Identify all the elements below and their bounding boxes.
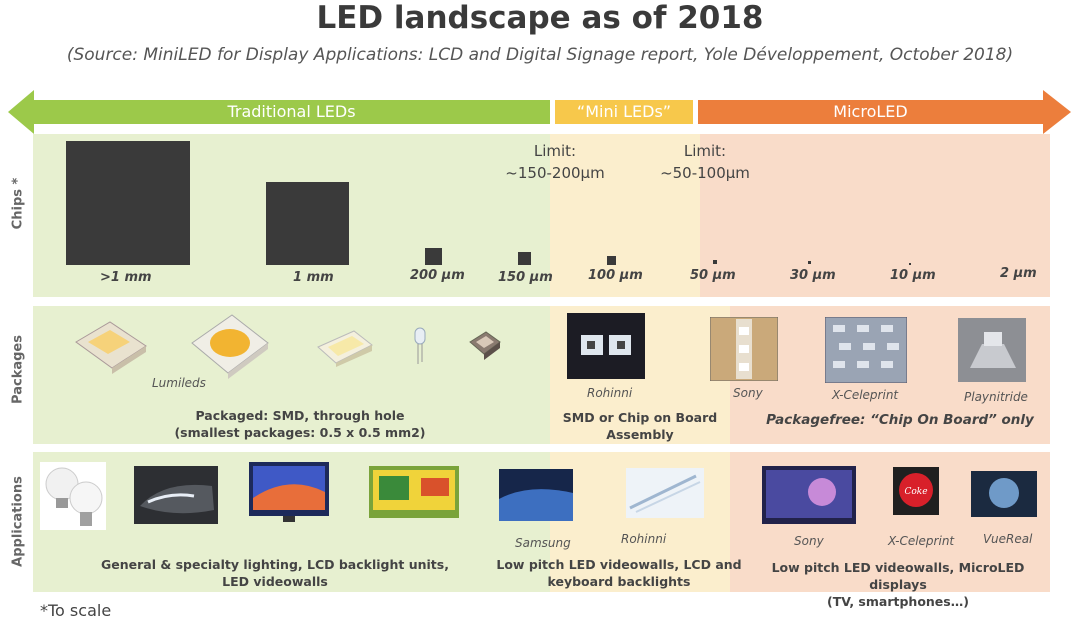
band-traditional-leds: Traditional LEDs — [33, 100, 550, 124]
playnitride-package-image — [958, 318, 1026, 382]
chip-gt-1mm — [66, 141, 190, 265]
samsung-videowall-image — [499, 469, 573, 521]
applications-caption-micro: Low pitch LED videowalls, MicroLED displ… — [771, 560, 1025, 609]
rohinni-keyboard-image — [626, 468, 704, 518]
source-sony-package: Sony — [733, 386, 763, 400]
chip-50um — [713, 260, 717, 264]
smd-package-image — [75, 321, 147, 374]
source-playnitride: Playnitride — [964, 390, 1028, 404]
smd-white-package-image — [317, 330, 373, 367]
row-label-chips: Chips * — [10, 177, 26, 230]
led-bulb-image — [40, 462, 106, 530]
band-microled: MicroLED — [698, 100, 1043, 124]
right-arrowhead — [1043, 90, 1071, 134]
packages-caption-micro: Packagefree: “Chip On Board” only — [766, 412, 1034, 428]
chip-label: 100 μm — [588, 268, 643, 283]
rohinni-package-image — [567, 313, 645, 379]
source-lumileds: Lumileds — [152, 376, 206, 390]
source-sony-app: Sony — [794, 534, 824, 548]
sony-package-image — [710, 317, 778, 381]
car-headlight-image — [134, 466, 218, 524]
vuereal-display-image — [971, 471, 1037, 517]
chip-label: 30 μm — [790, 268, 836, 283]
cob-package-image — [191, 314, 269, 379]
source-xceleprint-app: X-Celeprint — [888, 534, 955, 548]
small-smd-led-image — [469, 331, 501, 360]
left-arrowhead — [8, 90, 34, 134]
chip-30um — [808, 261, 811, 264]
chip-200um — [425, 248, 442, 265]
applications-caption-traditional: General & specialty lighting, LCD backli… — [101, 557, 449, 589]
source-subtitle: (Source: MiniLED for Display Application… — [66, 45, 1014, 65]
chip-100um — [607, 256, 616, 265]
chip-label: 200 μm — [410, 268, 465, 283]
source-xceleprint-package: X-Celeprint — [832, 388, 899, 402]
chip-label: 150 μm — [498, 270, 553, 285]
band-mini-leds: “Mini LEDs” — [555, 100, 693, 124]
page-title: LED landscape as of 2018 — [316, 0, 764, 36]
packages-caption-mini: SMD or Chip on Board Assembly — [562, 410, 718, 442]
source-rohinni: Rohinni — [587, 386, 633, 400]
xceleprint-display-image: Coke — [893, 467, 939, 515]
packages-caption-traditional: Packaged: SMD, through hole (smallest pa… — [174, 408, 426, 440]
chip-1mm — [266, 182, 349, 265]
to-scale-footnote: *To scale — [40, 601, 112, 620]
limit-micro: Limit: ~50-100μm — [660, 142, 750, 182]
chip-label: 2 μm — [1000, 266, 1037, 281]
led-videowall-image — [369, 466, 459, 518]
source-rohinni-app: Rohinni — [621, 532, 667, 546]
chip-label: 50 μm — [690, 268, 736, 283]
source-vuereal: VueReal — [983, 532, 1033, 546]
source-samsung: Samsung — [515, 536, 571, 550]
sony-microled-display-image — [762, 466, 856, 524]
svg-text:Coke: Coke — [904, 487, 927, 497]
chip-label: 1 mm — [293, 270, 334, 285]
row-label-applications: Applications — [10, 476, 26, 567]
limit-mini: Limit: ~150-200μm — [505, 142, 605, 182]
applications-caption-mini: Low pitch LED videowalls, LCD and keyboa… — [496, 557, 742, 589]
lcd-tv-image — [249, 462, 329, 522]
chip-label: 10 μm — [890, 268, 936, 283]
xceleprint-package-image — [825, 317, 907, 383]
chip-10um — [909, 263, 911, 265]
chip-150um — [518, 252, 531, 265]
chip-label: >1 mm — [100, 270, 152, 285]
through-hole-led-image — [414, 327, 426, 364]
row-label-packages: Packages — [10, 335, 26, 404]
